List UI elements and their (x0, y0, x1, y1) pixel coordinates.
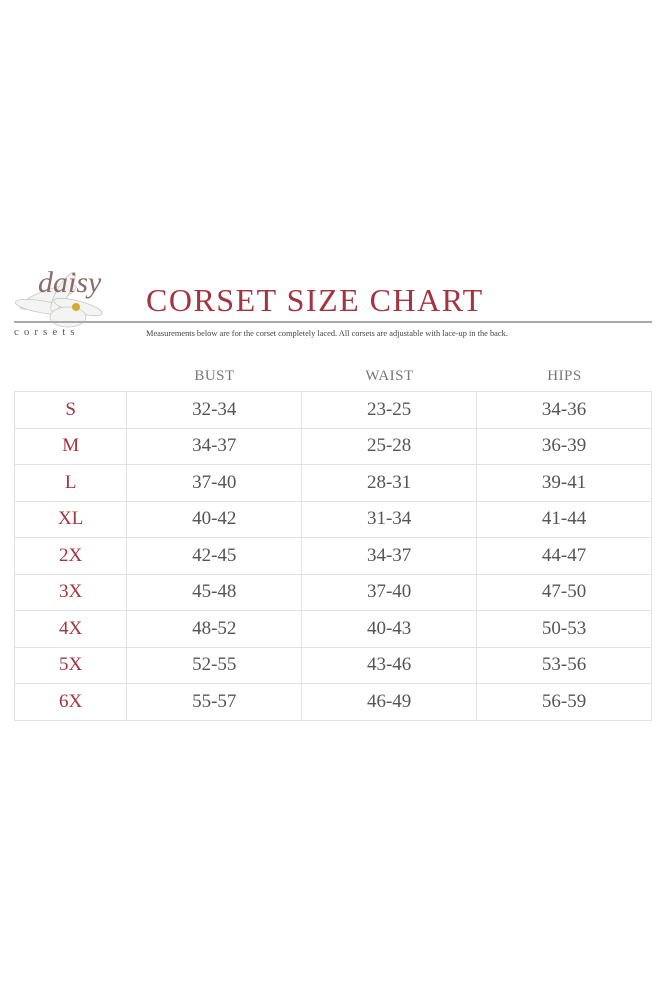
waist-cell: 25-28 (301, 427, 478, 465)
table-row: XL 40-42 31-34 41-44 (13, 500, 652, 538)
hips-cell: 41-44 (476, 500, 652, 538)
daisy-flower-logo-icon (15, 272, 103, 328)
bust-cell: 34-37 (126, 427, 303, 465)
size-cell: S (13, 391, 128, 429)
table-row: 5X 52-55 43-46 53-56 (13, 646, 652, 684)
table-row: 4X 48-52 40-43 50-53 (13, 610, 652, 648)
waist-cell: 43-46 (301, 646, 478, 684)
waist-cell: 34-37 (301, 537, 478, 575)
hips-cell: 50-53 (476, 610, 652, 648)
waist-cell: 40-43 (301, 610, 478, 648)
table-row: 2X 42-45 34-37 44-47 (13, 537, 652, 575)
hips-cell: 53-56 (476, 646, 652, 684)
waist-cell: 28-31 (301, 464, 478, 502)
table-row: 3X 45-48 37-40 47-50 (13, 573, 652, 611)
waist-cell: 37-40 (301, 573, 478, 611)
logo-wordmark: daisy (38, 266, 102, 299)
size-cell: 4X (13, 610, 128, 648)
bust-cell: 48-52 (126, 610, 303, 648)
table-row: L 37-40 28-31 39-41 (13, 464, 652, 502)
size-cell: 5X (13, 646, 128, 684)
column-header-waist: WAIST (365, 368, 414, 384)
table-row: S 32-34 23-25 34-36 (13, 391, 652, 429)
bust-cell: 32-34 (126, 391, 303, 429)
waist-cell: 46-49 (301, 683, 478, 721)
hips-cell: 34-36 (476, 391, 652, 429)
hips-cell: 44-47 (476, 537, 652, 575)
column-header-bust: BUST (194, 368, 235, 384)
logo-subtext: corsets (14, 326, 80, 338)
size-table: S 32-34 23-25 34-36 M 34-37 25-28 36-39 L 37-40 28… (13, 391, 652, 721)
size-cell: 2X (13, 537, 128, 575)
size-cell: L (13, 464, 128, 502)
bust-cell: 55-57 (126, 683, 303, 721)
bust-cell: 45-48 (126, 573, 303, 611)
waist-cell: 31-34 (301, 500, 478, 538)
size-cell: XL (13, 500, 128, 538)
hips-cell: 56-59 (476, 683, 652, 721)
bust-cell: 52-55 (126, 646, 303, 684)
page-title: CORSET SIZE CHART (146, 282, 484, 318)
table-row: M 34-37 25-28 36-39 (13, 427, 652, 465)
size-cell: 6X (13, 683, 128, 721)
column-header-hips: HIPS (547, 368, 582, 384)
bust-cell: 42-45 (126, 537, 303, 575)
table-row: 6X 55-57 46-49 56-59 (13, 683, 652, 721)
waist-cell: 23-25 (301, 391, 478, 429)
size-cell: 3X (13, 573, 128, 611)
hips-cell: 39-41 (476, 464, 652, 502)
subtitle: Measurements below are for the corset co… (146, 329, 508, 338)
hips-cell: 47-50 (476, 573, 652, 611)
bust-cell: 40-42 (126, 500, 303, 538)
divider (14, 321, 652, 323)
hips-cell: 36-39 (476, 427, 652, 465)
bust-cell: 37-40 (126, 464, 303, 502)
size-cell: M (13, 427, 128, 465)
